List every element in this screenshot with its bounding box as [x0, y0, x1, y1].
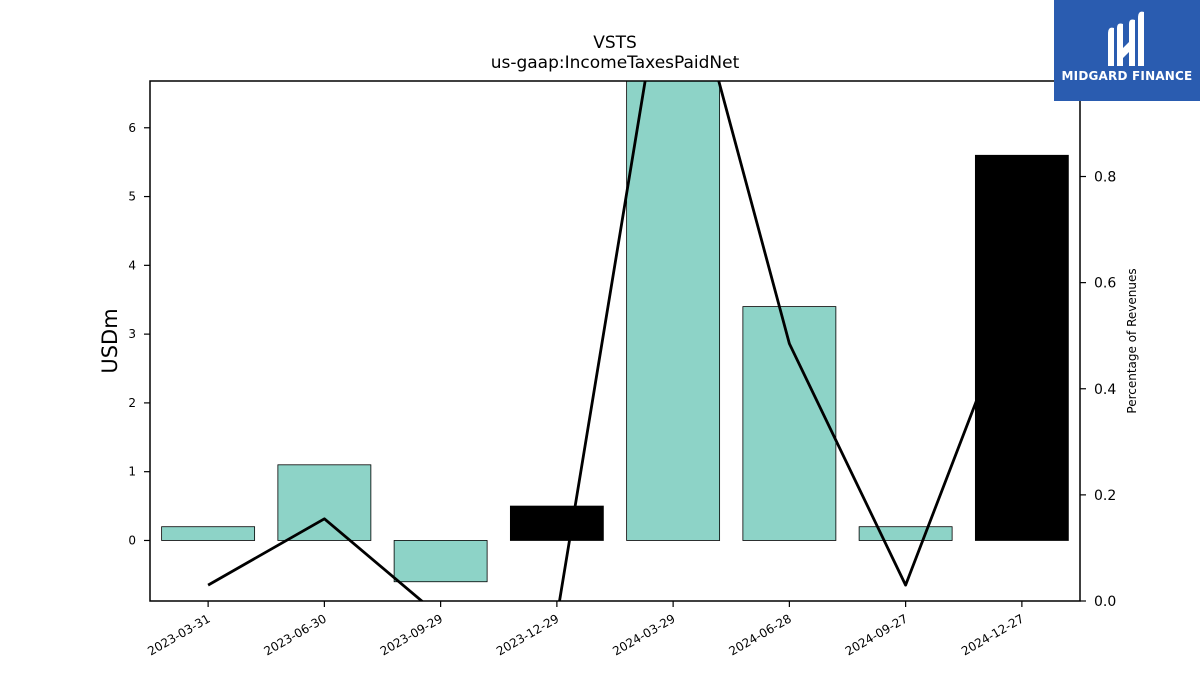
bar-2024-03-29 — [626, 81, 721, 541]
x-tick-label: 2024-09-27 — [843, 611, 910, 658]
y2-tick-label: 0.2 — [1094, 488, 1116, 504]
x-tick-label: 2023-03-31 — [145, 611, 212, 658]
y-axis-label: USDm — [98, 308, 122, 373]
chart-title: VSTS — [593, 33, 637, 53]
y2-tick-label: 0.4 — [1094, 382, 1116, 398]
y-tick-label: 1 — [128, 465, 136, 479]
midgard-logo-icon — [1108, 11, 1144, 67]
y2-axis-label: Percentage of Revenues — [1125, 268, 1139, 413]
y-tick-label: 5 — [128, 190, 136, 204]
y2-tick-label: 0.0 — [1094, 594, 1116, 610]
bar-2024-12-27 — [974, 154, 1069, 541]
chart-subtitle: us-gaap:IncomeTaxesPaidNet — [491, 53, 740, 73]
y-tick-label: 2 — [128, 396, 136, 410]
x-tick-label: 2024-03-29 — [610, 611, 677, 658]
y-tick-label: 3 — [128, 327, 136, 341]
y-tick-label: 4 — [128, 258, 136, 272]
x-tick-label: 2024-06-28 — [726, 611, 793, 658]
y-tick-label: 6 — [128, 121, 136, 135]
midgard-finance-logo: MIDGARD FINANCE — [1054, 0, 1200, 101]
bar-2023-06-30 — [277, 464, 372, 541]
y-tick-label: 0 — [128, 533, 136, 547]
bar-2023-12-29 — [509, 505, 604, 541]
x-tick-label: 2023-06-30 — [261, 611, 328, 658]
x-tick-label: 2023-09-29 — [378, 611, 445, 658]
percentage-line — [207, 81, 1024, 601]
logo-text: MIDGARD FINANCE — [1061, 69, 1193, 83]
x-tick-label: 2024-12-27 — [959, 611, 1026, 658]
bar-2024-09-27 — [858, 526, 953, 541]
y2-tick-label: 0.6 — [1094, 276, 1116, 292]
x-tick-label: 2023-12-29 — [494, 611, 561, 658]
plot-frame — [149, 80, 1081, 602]
bar-2023-03-31 — [161, 526, 256, 541]
bar-2023-09-29 — [393, 540, 488, 583]
y2-tick-label: 0.8 — [1094, 170, 1116, 186]
